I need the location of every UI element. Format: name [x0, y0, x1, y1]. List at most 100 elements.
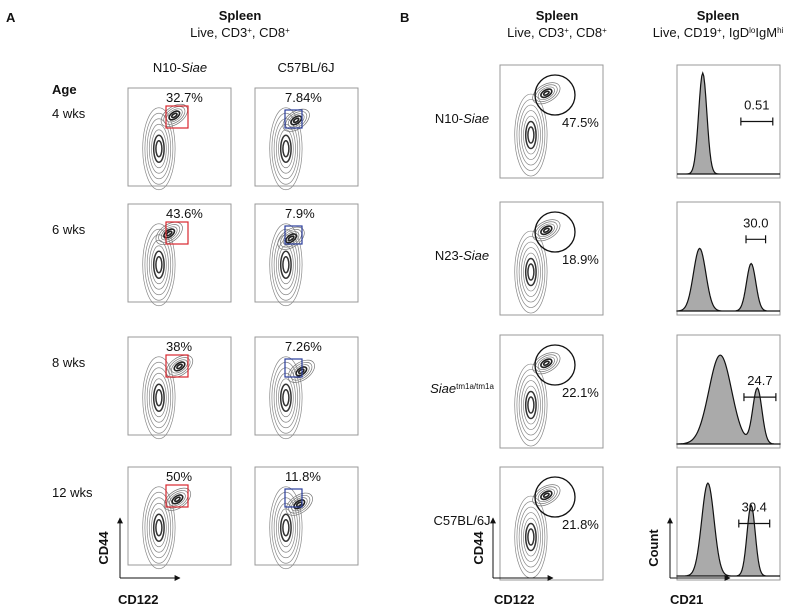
text-part: N23-	[435, 248, 463, 263]
contour	[542, 227, 550, 234]
strain-label: N23-Siae	[435, 248, 489, 263]
gate	[284, 358, 303, 378]
contour	[514, 93, 548, 177]
contour	[537, 356, 555, 370]
contour	[152, 513, 165, 543]
text-part: +	[717, 26, 722, 35]
contour	[277, 226, 305, 250]
contour	[151, 245, 167, 285]
contour	[527, 126, 535, 144]
contour	[168, 110, 181, 121]
contour	[142, 356, 176, 440]
contour-plot	[127, 203, 232, 307]
contour	[269, 486, 303, 570]
contour	[290, 362, 313, 381]
contour	[144, 491, 174, 564]
contour	[524, 120, 537, 150]
contour	[520, 380, 541, 430]
contour	[520, 512, 541, 562]
contour	[170, 112, 178, 119]
gate	[284, 488, 303, 508]
contour-plot	[127, 336, 232, 440]
row-label: 12 wks	[52, 485, 93, 500]
column-header: C57BL/6J	[277, 60, 334, 75]
text-part: IgM	[755, 25, 777, 40]
histogram	[677, 71, 780, 175]
contour	[282, 231, 300, 246]
contour-plot	[499, 466, 604, 581]
text-part: Live, CD3	[190, 25, 247, 40]
contour	[174, 496, 181, 503]
gate-percent: 32.7%	[166, 90, 203, 105]
gate-percent: 7.84%	[285, 90, 322, 105]
contour	[292, 117, 300, 124]
contour	[151, 508, 167, 548]
contour	[540, 490, 553, 501]
contour	[520, 110, 541, 160]
contour	[282, 519, 290, 537]
contour	[148, 123, 169, 174]
contour	[523, 115, 539, 155]
contour	[142, 223, 176, 307]
plot-frame	[127, 466, 232, 566]
gate	[165, 484, 189, 508]
contour	[532, 352, 561, 375]
contour	[279, 383, 292, 413]
contour	[287, 113, 305, 128]
column-header: N10-Siae	[153, 60, 207, 75]
contour	[148, 239, 169, 290]
contour	[524, 522, 537, 552]
row-label: 6 wks	[52, 222, 86, 237]
contour	[279, 250, 292, 280]
contour	[163, 228, 176, 239]
contour	[155, 256, 163, 274]
text-part: Siae	[463, 111, 489, 126]
range-value: 0.51	[744, 98, 769, 113]
contour	[295, 366, 308, 377]
contour	[176, 363, 183, 370]
contour-plot	[499, 334, 604, 449]
contour	[287, 235, 295, 242]
plot-frame	[499, 64, 604, 179]
contour	[540, 88, 553, 99]
gate	[284, 225, 303, 245]
gate-percent: 7.26%	[285, 339, 322, 354]
contour	[171, 494, 184, 505]
contour	[514, 363, 548, 447]
contour	[532, 82, 561, 105]
contour	[278, 378, 294, 418]
gate-percent: 47.5%	[562, 115, 599, 130]
contour-plot	[127, 466, 232, 570]
row-header: Age	[52, 82, 77, 97]
gate	[534, 74, 576, 116]
contour	[524, 390, 537, 420]
axis-label: CD44	[471, 531, 486, 565]
panel-title: Spleen	[219, 8, 262, 23]
contour	[542, 90, 550, 97]
contour	[285, 492, 313, 516]
contour	[160, 103, 188, 127]
contour-plot	[499, 201, 604, 316]
gate	[534, 476, 576, 518]
contour	[269, 356, 303, 440]
strain-label: C57BL/6J	[433, 513, 490, 528]
contour	[514, 230, 548, 314]
plot-frame	[499, 201, 604, 316]
contour	[518, 506, 544, 568]
strain-label: N10-Siae	[435, 111, 489, 126]
gate-percent: 7.9%	[285, 206, 315, 221]
contour	[516, 369, 546, 441]
panel-label: B	[400, 10, 409, 25]
text-part: Live, CD3	[507, 25, 564, 40]
gate	[534, 211, 576, 253]
contour	[142, 486, 176, 570]
column-title: Spleen	[697, 8, 740, 23]
text-part: lo	[749, 26, 756, 35]
contour	[146, 118, 172, 180]
text-part: , CD8	[252, 25, 285, 40]
text-part: hi	[777, 26, 783, 35]
contour	[152, 383, 165, 413]
contour	[166, 490, 189, 509]
gate-percent: 38%	[166, 339, 192, 354]
text-part: tm1a/tm1a	[456, 382, 494, 391]
